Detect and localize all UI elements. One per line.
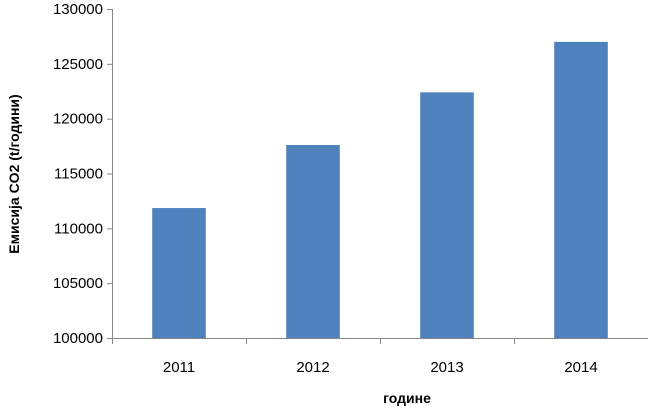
x-tick-label-2014: 2014 xyxy=(564,359,597,376)
x-tick-label-2011: 2011 xyxy=(163,359,195,376)
y-tick-label: 120000 xyxy=(53,111,103,128)
y-axis-title: Емисија CO2 (t/години) xyxy=(6,94,22,253)
y-tick-label: 115000 xyxy=(54,166,103,183)
y-tick-label: 100000 xyxy=(53,330,103,347)
bars-layer xyxy=(152,41,608,339)
y-tick-label: 105000 xyxy=(53,275,103,292)
bar-2014 xyxy=(554,41,608,339)
x-tick-label-2013: 2013 xyxy=(430,359,463,376)
x-axis-title: године xyxy=(383,390,431,406)
y-tick-label: 110000 xyxy=(54,220,103,237)
x-tick-label-2012: 2012 xyxy=(296,359,329,376)
y-ticks-layer: 100000 105000 110000 115000 120000 125000 1300… xyxy=(53,1,112,347)
bar-2013 xyxy=(420,92,474,338)
bar-2011 xyxy=(152,208,206,338)
x-ticks-layer: 2011 2012 2013 2014 xyxy=(112,338,598,376)
y-tick-label: 130000 xyxy=(53,1,103,18)
y-tick-label: 125000 xyxy=(53,56,103,73)
bar-2012 xyxy=(286,144,340,338)
